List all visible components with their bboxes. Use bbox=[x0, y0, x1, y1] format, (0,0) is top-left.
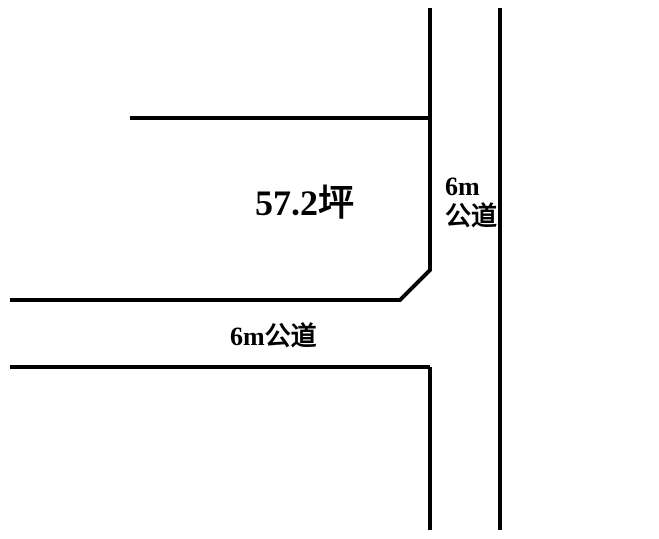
right-road-label-line1: 6m bbox=[445, 172, 480, 201]
bottom-road-label: 6m公道 bbox=[230, 321, 317, 351]
lot-diagram: 57.2坪 6m公道 6m 公道 bbox=[0, 0, 659, 539]
right-road-label-line2: 公道 bbox=[445, 201, 497, 231]
lot-area-label: 57.2坪 bbox=[255, 183, 354, 223]
